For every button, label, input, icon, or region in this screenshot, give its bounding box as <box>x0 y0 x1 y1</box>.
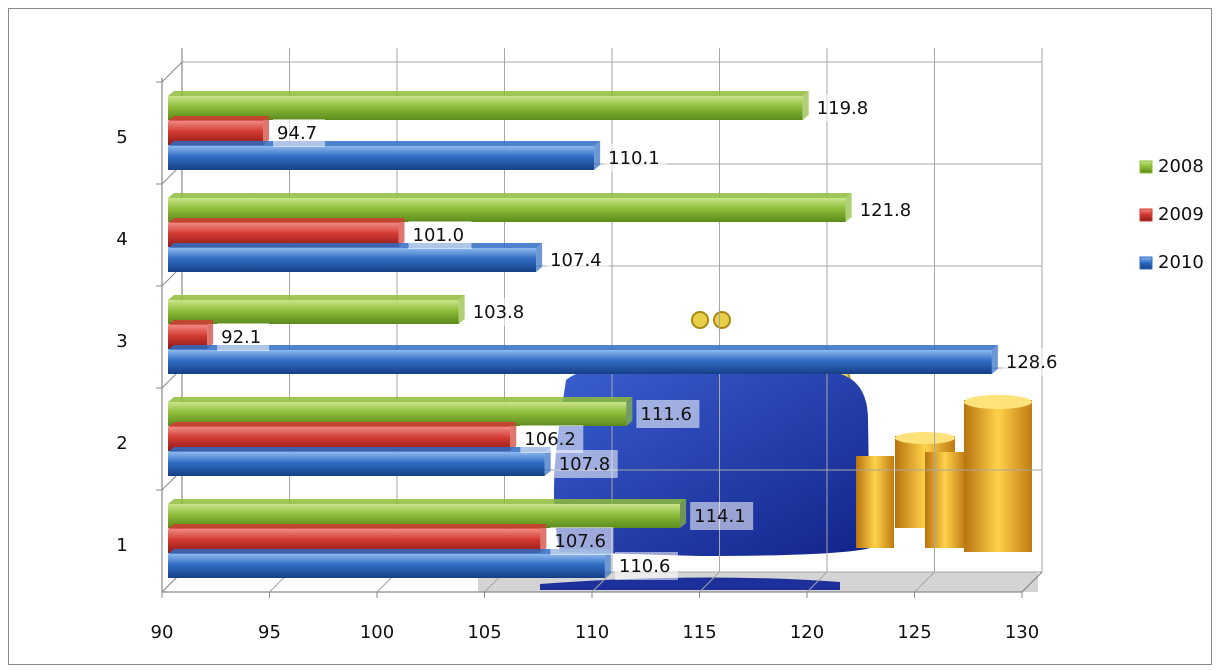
bar-top-face <box>168 193 852 198</box>
x-axis-ticks: 90 95 100 105 110 115 120 125 130 <box>151 592 1039 643</box>
bar-top-face <box>168 116 270 121</box>
x-tick-label: 115 <box>682 622 716 643</box>
y-tick-label: 1 <box>116 535 127 556</box>
x-tick-label: 110 <box>575 622 609 643</box>
data-label: 121.8 <box>860 200 912 221</box>
bar <box>168 248 537 272</box>
bar-end-face <box>540 524 547 553</box>
data-label: 119.8 <box>817 98 869 119</box>
legend-swatch <box>1139 160 1153 174</box>
floor-gridline <box>914 571 935 593</box>
bar-top-face <box>168 549 611 554</box>
bar-top-face <box>168 345 998 350</box>
bar-top-face <box>168 91 809 96</box>
bar-top-face <box>168 524 547 529</box>
data-label: 106.2 <box>524 429 576 450</box>
bar-top-face <box>168 243 543 248</box>
x-tick-label: 120 <box>790 622 824 643</box>
bar-top-face <box>168 295 465 300</box>
y-tick-label: 2 <box>116 433 127 454</box>
data-label-bg <box>217 323 270 351</box>
data-label: 92.1 <box>221 327 261 348</box>
x-tick-label: 125 <box>897 622 931 643</box>
data-label-bg <box>604 144 668 172</box>
data-label: 107.4 <box>550 250 602 271</box>
data-label: 110.1 <box>608 148 660 169</box>
x-tick-label: 130 <box>1005 622 1039 643</box>
y-tick-label: 3 <box>116 331 127 352</box>
data-label-bg <box>812 94 876 122</box>
x-tick-label: 105 <box>467 622 501 643</box>
bar-end-face <box>398 218 405 247</box>
data-label-bg <box>614 552 678 580</box>
bar-end-face <box>626 397 633 426</box>
bar-end-face <box>510 422 517 451</box>
legend-label: 2009 <box>1158 204 1204 225</box>
legend-swatch <box>1139 208 1153 222</box>
data-label-bg <box>690 502 754 530</box>
side-gridline <box>161 61 183 83</box>
data-label-bg <box>855 196 919 224</box>
data-label-bg <box>550 527 614 555</box>
data-label: 103.8 <box>473 302 525 323</box>
bar <box>168 146 595 170</box>
bar <box>168 452 545 476</box>
data-label: 107.8 <box>559 454 611 475</box>
data-label: 128.6 <box>1006 352 1058 373</box>
data-label: 101.0 <box>413 225 465 246</box>
data-labels: 114.1 107.6 110.6 111.6 106.2 107.8 103.8 92.1 1… <box>217 94 1065 580</box>
x-tick-label: 90 <box>151 622 174 643</box>
bar-end-face <box>263 116 270 145</box>
floor-gridline <box>591 571 613 593</box>
bar-end-face <box>680 499 687 528</box>
bar-end-face <box>207 320 214 349</box>
data-label-bg <box>636 400 700 428</box>
data-label-bg <box>408 221 472 249</box>
data-label: 111.6 <box>640 404 692 425</box>
bar <box>168 554 605 578</box>
bar-top-face <box>168 397 633 402</box>
bar-top-face <box>168 320 214 325</box>
legend-label: 2008 <box>1158 156 1204 177</box>
legend: 2008 2009 2010 <box>1139 156 1204 273</box>
bar-end-face <box>458 295 465 324</box>
floor-gridline <box>806 571 828 593</box>
bar-top-face <box>168 141 601 146</box>
data-label-bg <box>1001 348 1065 376</box>
bar-top-face <box>168 218 405 223</box>
y-tick-label: 4 <box>116 229 127 250</box>
bar <box>168 300 459 324</box>
bar-end-face <box>802 91 809 120</box>
bar-top-face <box>168 499 687 504</box>
bar-top-face <box>168 447 551 452</box>
data-label-bg <box>520 425 584 453</box>
legend-swatch <box>1139 256 1153 270</box>
bar-end-face <box>845 193 852 222</box>
data-label-bg <box>273 119 326 147</box>
bar-end-face <box>594 141 601 170</box>
legend-label: 2010 <box>1158 252 1204 273</box>
data-label: 110.6 <box>619 556 671 577</box>
floor-edge <box>1021 571 1043 593</box>
bar <box>168 96 803 120</box>
y-axis-ticks: 1 2 3 4 5 <box>116 81 162 556</box>
bar-series <box>168 91 998 578</box>
bar-end-face <box>991 345 998 374</box>
data-label-bg <box>546 246 610 274</box>
data-label: 107.6 <box>554 531 606 552</box>
y-tick-label: 5 <box>116 127 127 148</box>
bar-end-face <box>536 243 543 272</box>
bar-top-face <box>168 422 517 427</box>
bar-end-face <box>604 549 611 578</box>
data-label: 94.7 <box>277 123 317 144</box>
data-label-bg <box>554 450 618 478</box>
floor-gridline <box>699 571 720 593</box>
bar <box>168 350 992 374</box>
data-label: 114.1 <box>694 506 746 527</box>
x-tick-label: 100 <box>360 622 394 643</box>
data-label-bg <box>468 298 532 326</box>
x-tick-label: 95 <box>258 622 281 643</box>
bar-end-face <box>544 447 551 476</box>
